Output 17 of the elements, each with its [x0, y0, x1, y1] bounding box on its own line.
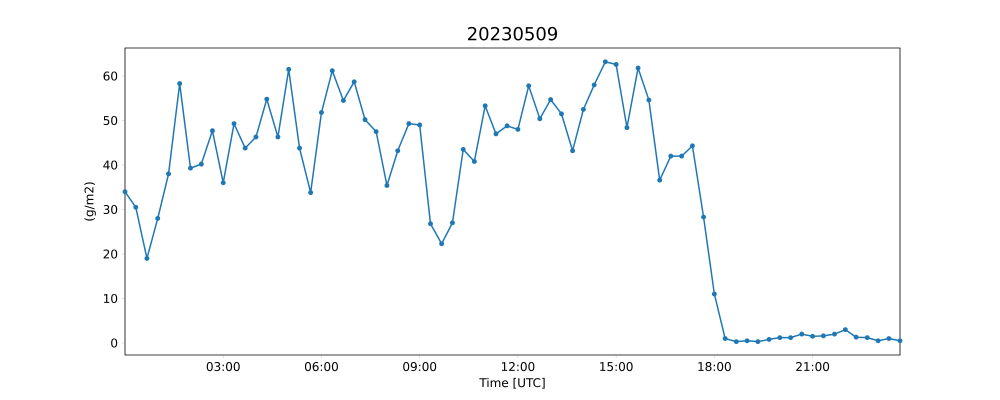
x-axis-title: Time [UTC] [479, 378, 545, 389]
x-tick-label: 18:00 [698, 362, 731, 372]
y-tick-label: 50 [104, 116, 118, 126]
x-tick-label: 12:00 [502, 362, 534, 372]
x-tick-label: 21:00 [796, 362, 830, 372]
x-tick-label: 09:00 [403, 362, 436, 372]
x-tick-label: 15:00 [600, 362, 633, 372]
x-tick-label: 03:00 [206, 362, 240, 372]
y-tick-label: 20 [104, 249, 118, 259]
y-tick-label: 60 [104, 71, 118, 81]
y-tick-label: 10 [104, 294, 118, 304]
chart-title: 20230509 [468, 26, 558, 40]
x-tick-label: 06:00 [304, 362, 338, 372]
y-tick-label: 30 [104, 204, 118, 214]
y-tick-label: 40 [103, 160, 118, 170]
y-tick-label: 0 [111, 338, 118, 348]
y-axis-title: (g/m2) [84, 182, 96, 221]
